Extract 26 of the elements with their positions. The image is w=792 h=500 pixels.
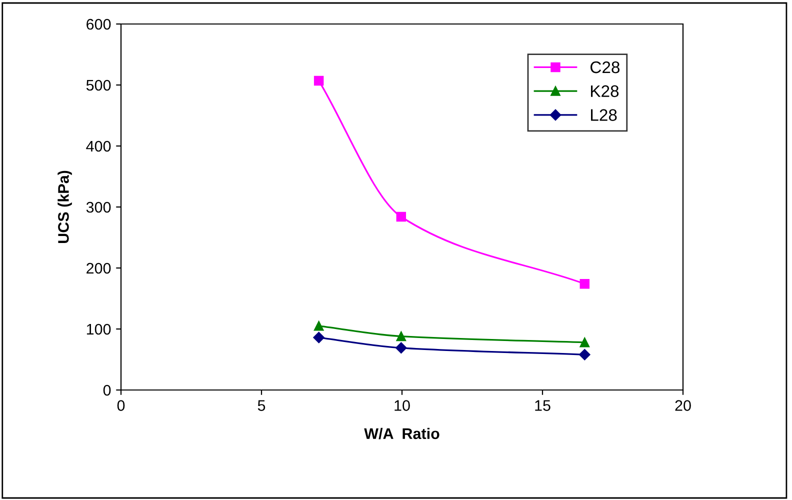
y-tick-label: 500 <box>86 80 111 91</box>
x-tick-label: 5 <box>258 400 266 411</box>
point <box>396 342 407 354</box>
y-tick-label: 400 <box>86 140 111 152</box>
x-axis-title: W/A Ratio <box>364 428 440 440</box>
point <box>396 331 406 342</box>
y-tick-label: 300 <box>86 202 111 213</box>
y-axis-title: UCS (kPa) <box>58 170 72 244</box>
x-tick-label: 10 <box>394 400 410 411</box>
legend-label: L28 <box>591 109 617 121</box>
point <box>314 76 324 86</box>
y-tick-label: 0 <box>103 384 111 396</box>
point <box>396 212 406 222</box>
point <box>580 338 590 348</box>
y-tick-label: 600 <box>86 18 111 30</box>
point <box>579 349 590 360</box>
legend-label: C28 <box>590 61 620 74</box>
x-tick-label: 20 <box>675 400 691 411</box>
x-tick-label: 0 <box>117 400 125 411</box>
point <box>314 321 324 331</box>
y-tick-label: 100 <box>86 324 111 335</box>
point <box>580 279 590 289</box>
y-tick-label: 200 <box>86 262 111 274</box>
x-tick-label: 15 <box>535 400 550 411</box>
legend-label: K28 <box>591 85 619 98</box>
point <box>313 332 324 344</box>
